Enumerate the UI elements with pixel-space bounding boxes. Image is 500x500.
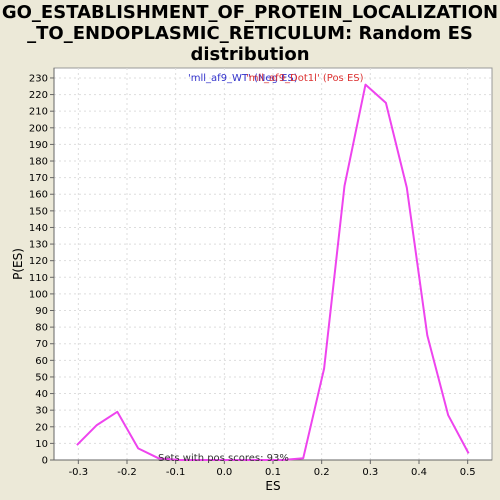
x-tick-label: 0.5 (460, 467, 476, 478)
axes: 0 10 20 30 40 50 60 70 80 90 100 110 120 130 140 150 160… (29, 68, 492, 478)
y-tick-label: 220 (29, 90, 48, 101)
y-tick-label: 180 (29, 157, 48, 168)
y-tick-label: 100 (29, 289, 48, 300)
y-tick-label: 210 (29, 107, 48, 118)
y-tick-label: 10 (35, 439, 48, 450)
y-tick-label: 20 (35, 422, 48, 433)
x-tick-label: 0.4 (411, 467, 427, 478)
y-tick-label: 80 (35, 323, 48, 334)
y-tick-label: 90 (35, 306, 48, 317)
y-tick-label: 160 (29, 190, 48, 201)
x-tick-label: 0.0 (216, 467, 232, 478)
chart-title-line-2: _TO_ENDOPLASMIC_RETICULUM: Random ES (27, 23, 473, 44)
x-tick-label: -0.3 (69, 467, 89, 478)
y-tick-label: 30 (35, 406, 48, 417)
legend: 'mll_af9_WT' (Neg ES)'mll_af9_Dot1l' (Po… (188, 73, 364, 84)
chart-title-line-1: GO_ESTABLISHMENT_OF_PROTEIN_LOCALIZATION (1, 2, 499, 23)
y-tick-label: 50 (35, 372, 48, 383)
y-tick-label: 70 (35, 339, 48, 350)
y-tick-label: 200 (29, 123, 48, 134)
series-line (76, 83, 470, 461)
y-tick-label: 110 (29, 273, 48, 284)
y-tick-label: 40 (35, 389, 48, 400)
x-axis-label: ES (265, 479, 280, 493)
chart-title: GO_ESTABLISHMENT_OF_PROTEIN_LOCALIZATION… (0, 2, 500, 65)
x-tick-label: 0.3 (362, 467, 378, 478)
y-tick-label: 150 (29, 206, 48, 217)
x-tick-label: -0.2 (117, 467, 137, 478)
y-tick-label: 130 (29, 240, 48, 251)
x-tick-label: 0.2 (314, 467, 330, 478)
x-tick-label: -0.1 (166, 467, 186, 478)
series-layer (76, 83, 470, 461)
y-tick-label: 170 (29, 173, 48, 184)
grid (54, 68, 492, 461)
y-tick-label: 120 (29, 256, 48, 267)
pos-scores-annotation: Sets with pos scores: 93% (158, 453, 289, 464)
x-tick-label: 0.1 (265, 467, 281, 478)
chart-title-line-3: distribution (190, 44, 310, 65)
y-tick-label: 60 (35, 356, 48, 367)
y-tick-label: 0 (42, 456, 48, 467)
legend-entry-pos: 'mll_af9_Dot1l' (Pos ES) (246, 73, 364, 84)
legend-entry-neg: 'mll_af9_WT' (Neg ES) (188, 73, 298, 84)
y-tick-label: 140 (29, 223, 48, 234)
y-tick-label: 190 (29, 140, 48, 151)
y-axis-label: P(ES) (11, 248, 25, 280)
y-tick-label: 230 (29, 73, 48, 84)
